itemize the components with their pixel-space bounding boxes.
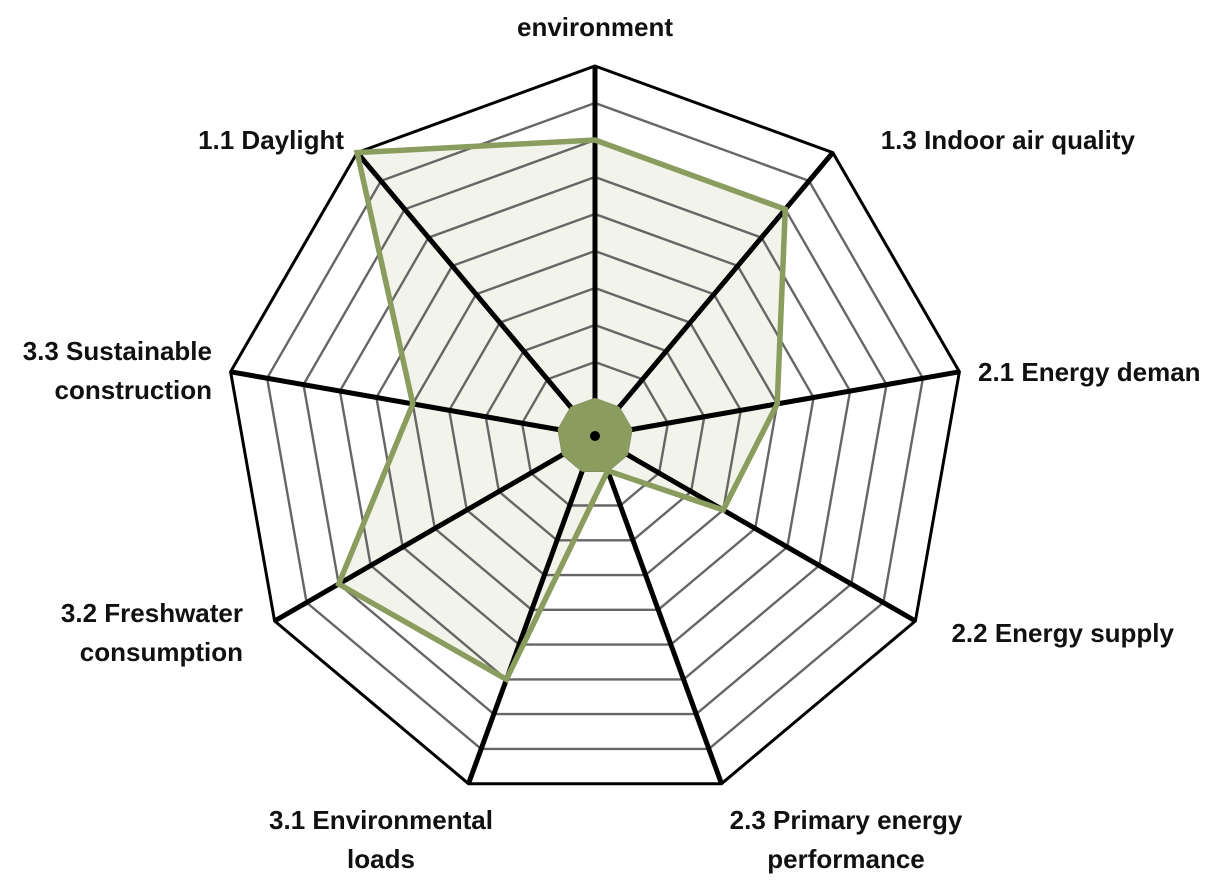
axis-label-line: 2.1 Energy deman	[978, 357, 1201, 387]
axis-label-3.3: 3.3 Sustainable construction	[23, 336, 212, 405]
axis-label-2.2: 2.2 Energy supply	[951, 618, 1174, 648]
axis-label-line: 3.3 Sustainable	[23, 336, 212, 366]
axis-spoke-2.2	[593, 433, 917, 624]
axis-label-line: consumption	[80, 637, 243, 667]
series-line	[335, 137, 789, 684]
grid-ring-8	[302, 138, 888, 716]
axis-spoke-3.2	[273, 433, 597, 624]
axis-label-line: loads	[347, 844, 415, 874]
axis-label-2.1: 2.1 Energy deman	[978, 357, 1201, 387]
axis-label-1.3: 1.3 Indoor air quality	[881, 125, 1136, 155]
center-disc	[557, 397, 633, 472]
grid-ring-3	[484, 323, 706, 542]
axis-label-line: 1.1 Daylight	[198, 125, 344, 155]
axis-spoke-3.1	[466, 435, 598, 785]
grid-ring-10	[229, 64, 961, 786]
axis-label-line: 3.1 Environmental	[269, 805, 493, 835]
axis-spoke-1.3	[593, 150, 835, 438]
axis-label-line: 2.3 Primary energy	[730, 805, 963, 835]
series-outline	[335, 137, 789, 684]
axis-label-3.2: 3.2 Freshwater consumption	[61, 598, 243, 667]
series-area	[338, 140, 786, 680]
axis-label-3.1: 3.1 Environmental loads	[269, 805, 493, 874]
grid-ring-9	[265, 101, 925, 751]
grid-ring-6	[375, 212, 815, 646]
center-point	[590, 431, 600, 441]
axis-spoke-1.1	[355, 150, 597, 438]
axis-labels: environment 1.3 Indoor air quality 2.1 Ene…	[23, 12, 1201, 874]
grid-ring-5	[411, 249, 779, 611]
grid-rings	[229, 64, 961, 786]
axis-label-line: performance	[767, 844, 925, 874]
axis-label-line: environment	[517, 12, 673, 42]
grid-ring-4	[447, 286, 743, 577]
axis-label-1.1: 1.1 Daylight	[198, 125, 344, 155]
axis-label-2.3: 2.3 Primary energy performance	[730, 805, 963, 874]
axis-label-line: 1.3 Indoor air quality	[881, 125, 1136, 155]
series-fill	[338, 140, 786, 680]
axis-label-1.2: environment	[517, 12, 673, 42]
axis-spoke-2.3	[592, 435, 724, 785]
axis-label-line: 2.2 Energy supply	[951, 618, 1174, 648]
grid-ring-2	[520, 360, 670, 507]
grid-ring-7	[338, 175, 852, 681]
axis-label-line: construction	[55, 375, 212, 405]
axis-label-line: 3.2 Freshwater	[61, 598, 243, 628]
